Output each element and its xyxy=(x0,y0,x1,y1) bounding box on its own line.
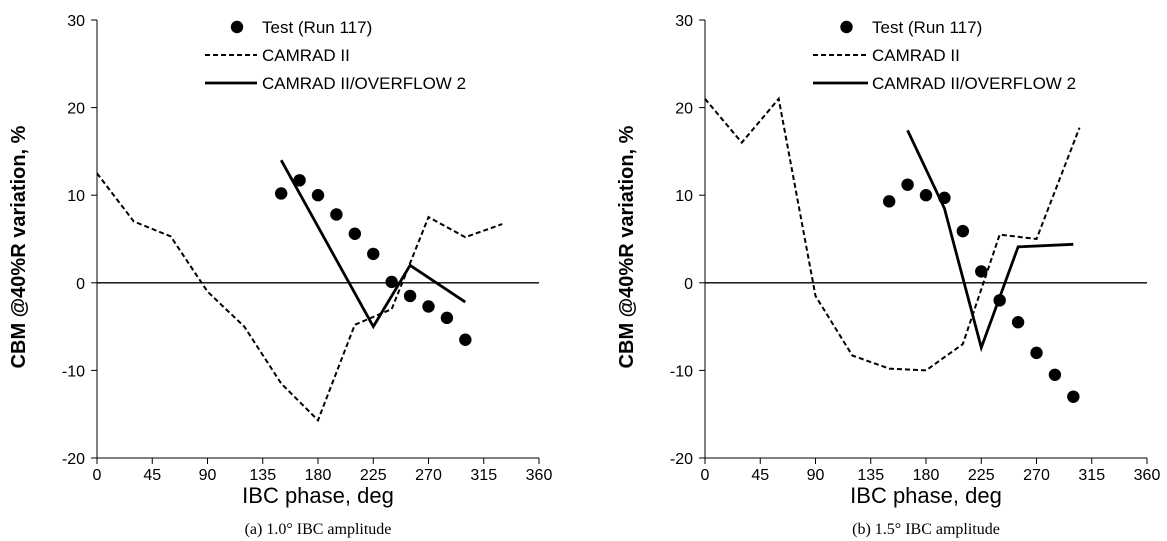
x-tick-label: 45 xyxy=(751,467,769,484)
x-axis-title: IBC phase, deg xyxy=(850,483,1002,508)
y-axis-title: CBM @40%R variation, % xyxy=(8,125,30,368)
chart-panel-a: 0 45 90 135 180 225 270 315 360 -20 -10 0 10 20 30 IBC … xyxy=(0,0,583,541)
y-tick-label: 0 xyxy=(684,276,693,293)
figure-caption: (a) 1.0° IBC amplitude xyxy=(245,521,392,538)
test-data-point xyxy=(385,275,398,289)
y-tick-label: 30 xyxy=(67,13,85,30)
test-data-point xyxy=(311,189,325,202)
legend-marker-test xyxy=(230,20,244,34)
test-data-point xyxy=(367,247,380,261)
figure-caption: (b) 1.5° IBC amplitude xyxy=(852,521,1000,538)
legend-label: Test (Run 117) xyxy=(262,18,372,37)
test-data-point xyxy=(348,227,362,240)
chart-b-svg: 0 45 90 135 180 225 270 315 360 -20 -10 0 10 20 30 IBC … xyxy=(616,13,1161,538)
test-data-point xyxy=(293,174,306,187)
x-tick-label: 225 xyxy=(968,467,995,484)
x-tick-label: 270 xyxy=(415,467,442,484)
y-tick-label: -10 xyxy=(670,363,693,380)
y-tick-label: -10 xyxy=(62,363,85,380)
test-data-point xyxy=(901,178,914,191)
legend-label: CAMRAD II/OVERFLOW 2 xyxy=(872,74,1076,93)
x-tick-label: 45 xyxy=(143,467,161,484)
camrad-ii-line xyxy=(96,172,503,423)
x-tick-label: 225 xyxy=(360,467,387,484)
test-data-point xyxy=(274,187,288,200)
camrad-ii-line xyxy=(704,96,1081,372)
y-tick-label: 20 xyxy=(67,101,85,118)
y-tick-label: 10 xyxy=(67,188,85,205)
y-axis-title: CBM @40%R variation, % xyxy=(616,125,638,368)
y-tick-label: -20 xyxy=(62,451,85,468)
y-tick-label: 0 xyxy=(76,276,85,293)
x-tick-label: 315 xyxy=(470,467,497,484)
legend-label: CAMRAD II xyxy=(262,46,350,65)
test-data-point xyxy=(956,224,970,238)
chart-a-svg: 0 45 90 135 180 225 270 315 360 -20 -10 0 10 20 30 IBC … xyxy=(8,13,553,538)
x-tick-label: 315 xyxy=(1078,467,1105,484)
x-tick-label: 180 xyxy=(913,467,940,484)
test-data-point xyxy=(440,311,454,325)
y-tick-label: -20 xyxy=(670,451,693,468)
x-tick-label: 180 xyxy=(305,467,332,484)
legend-label: CAMRAD II/OVERFLOW 2 xyxy=(262,74,466,93)
legend-marker-test xyxy=(840,20,853,34)
x-tick-label: 360 xyxy=(1134,467,1161,484)
legend-label: CAMRAD II xyxy=(872,46,960,65)
test-data-point xyxy=(1011,316,1025,329)
x-tick-label: 135 xyxy=(857,467,884,484)
x-tick-label: 90 xyxy=(807,467,825,484)
camrad-overflow-line xyxy=(906,129,1074,353)
x-axis-title: IBC phase, deg xyxy=(242,483,394,508)
y-tick-label: 10 xyxy=(675,188,693,205)
test-data-point xyxy=(975,265,988,278)
y-tick-label: 30 xyxy=(675,13,693,30)
x-tick-label: 360 xyxy=(526,467,553,484)
camrad-overflow-line xyxy=(279,159,467,330)
test-data-point xyxy=(459,333,472,346)
test-data-point xyxy=(919,189,933,202)
x-tick-label: 135 xyxy=(249,467,276,484)
test-data-point xyxy=(422,300,435,313)
test-data-point xyxy=(403,289,417,303)
test-data-point xyxy=(882,195,896,208)
y-tick-label: 20 xyxy=(675,101,693,118)
x-tick-label: 90 xyxy=(199,467,217,484)
test-data-point xyxy=(330,208,343,221)
x-tick-label: 270 xyxy=(1023,467,1050,484)
x-tick-label: 0 xyxy=(93,467,102,484)
x-tick-label: 0 xyxy=(701,467,710,484)
test-data-point xyxy=(1048,368,1062,381)
test-data-point xyxy=(1030,346,1043,360)
legend-label: Test (Run 117) xyxy=(872,18,982,37)
test-data-point xyxy=(1067,390,1080,403)
chart-panel-b: 0 45 90 135 180 225 270 315 360 -20 -10 0 10 20 30 IBC … xyxy=(583,0,1166,541)
